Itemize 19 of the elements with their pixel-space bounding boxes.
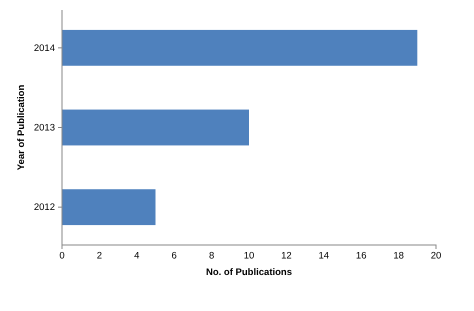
x-tick-label: 14 bbox=[318, 250, 330, 262]
y-tick-label: 2014 bbox=[34, 42, 55, 54]
bar bbox=[62, 30, 418, 66]
x-tick-label: 0 bbox=[59, 250, 65, 262]
x-tick-label: 6 bbox=[172, 250, 177, 262]
x-tick-label: 16 bbox=[356, 250, 366, 262]
x-tick-label: 4 bbox=[134, 250, 140, 262]
bar bbox=[62, 110, 249, 146]
x-tick-label: 20 bbox=[430, 250, 442, 262]
bar bbox=[62, 189, 156, 226]
y-tick-label: 2013 bbox=[34, 122, 55, 134]
y-tick-label: 2012 bbox=[34, 202, 55, 214]
x-tick-label: 10 bbox=[244, 250, 254, 262]
x-axis-title: No. of Publications bbox=[206, 267, 292, 278]
x-tick-label: 12 bbox=[281, 250, 292, 262]
y-axis-title: Year of Publication bbox=[16, 84, 27, 170]
x-tick-label: 18 bbox=[393, 250, 404, 262]
x-tick-label: 2 bbox=[96, 250, 102, 262]
x-tick-label: 8 bbox=[208, 250, 214, 262]
